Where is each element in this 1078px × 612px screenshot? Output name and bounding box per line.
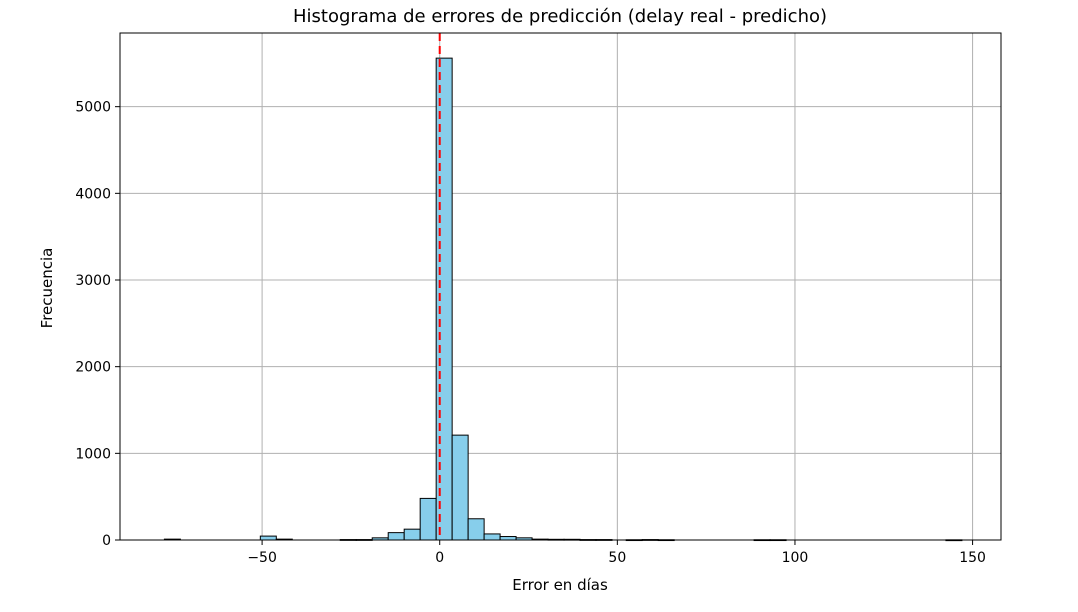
x-tick-label: −50 [247, 550, 277, 566]
x-tick-label: 0 [435, 550, 444, 566]
histogram-bar [387, 532, 405, 541]
y-axis-ticks: 0 1000 2000 3000 4000 5000 [75, 100, 120, 549]
x-tick-label: 100 [782, 550, 809, 566]
histogram-bar [467, 518, 485, 541]
grid-lines [120, 33, 1001, 541]
histogram-bar [483, 533, 501, 541]
y-tick-label: 4000 [75, 186, 111, 202]
y-axis-label: Frecuencia [38, 248, 56, 329]
histogram-bar [451, 434, 469, 541]
histogram-bar [419, 497, 437, 541]
x-axis-ticks: −50 0 50 100 150 [247, 540, 986, 566]
y-tick-label: 2000 [75, 360, 111, 376]
histogram-bar [403, 528, 421, 541]
y-tick-label: 3000 [75, 273, 111, 289]
histogram-bar [499, 536, 517, 541]
y-tick-label: 1000 [75, 446, 111, 462]
y-tick-label: 0 [102, 533, 111, 549]
x-tick-label: 50 [608, 550, 626, 566]
histogram-bars [163, 57, 963, 542]
chart-title: Histograma de errores de predicción (del… [293, 6, 827, 27]
x-tick-label: 150 [959, 550, 986, 566]
histogram-bar [259, 535, 277, 541]
x-axis-label: Error en días [512, 576, 608, 594]
histogram-bar [435, 57, 453, 541]
y-tick-label: 5000 [75, 100, 111, 116]
plot-frame [119, 32, 1002, 541]
